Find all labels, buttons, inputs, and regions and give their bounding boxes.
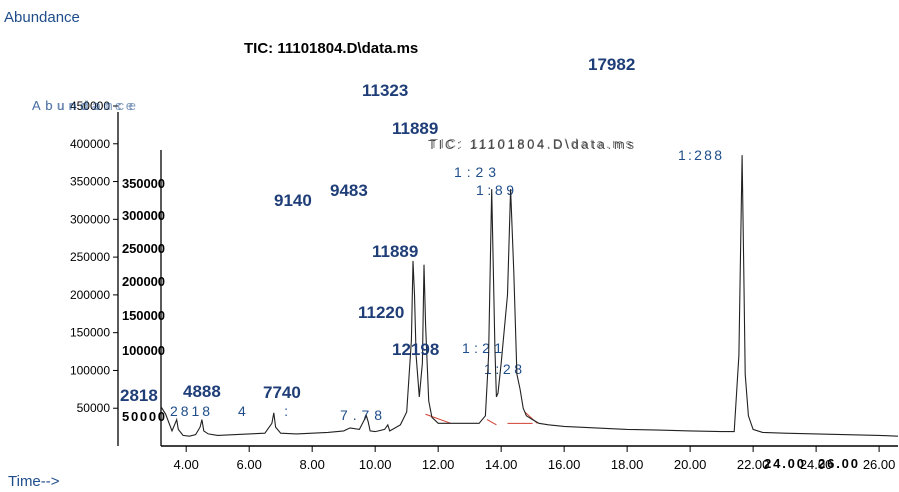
tick-group: 4.00 6.00 8.00 10.00 12.00 14.00 16.00 18.00 20.… <box>70 99 895 472</box>
peak-retention-label: 11889 <box>392 119 438 138</box>
overlaid-peak-ghost: 1:21 <box>462 340 502 356</box>
overlaid-tick-ghost: 200000 <box>122 274 165 289</box>
y-tick-label: 450000 <box>70 99 110 113</box>
overlaid-peak-ghost: 1:288 <box>678 147 722 163</box>
x-tick-label: 26.00 <box>863 457 896 472</box>
overlaid-title-ghost: TIC: 11101804.D\data.ms <box>428 137 635 152</box>
overlaid-peak-ghost: 7.78 <box>340 407 382 423</box>
x-tick-label: 22.00 <box>737 457 770 472</box>
x-tick-label: 14.00 <box>485 457 518 472</box>
y-tick-label: 50000 <box>77 401 111 415</box>
peak-retention-label: 4888 <box>183 382 221 401</box>
overlaid-title-ghost: TIC: 11101804.D\data.ms <box>430 136 633 151</box>
x-tick-label: 12.00 <box>422 457 455 472</box>
overlaid-tick-ghost: 350000 <box>122 176 165 191</box>
y-tick-label: 250000 <box>70 250 110 264</box>
overlaid-axis-title-ghost: Abundance <box>32 98 136 113</box>
x-tick-label: 24.00 <box>800 457 833 472</box>
x-tick-label: 6.00 <box>237 457 262 472</box>
integration-baseline <box>425 413 451 424</box>
y-tick-label: 200000 <box>70 288 110 302</box>
x-tick-label: 16.00 <box>548 457 581 472</box>
y-tick-label: 100000 <box>70 363 110 377</box>
peak-retention-label: 11323 <box>362 81 408 100</box>
overlaid-peak-ghost: 2818 <box>170 403 210 419</box>
integration-baseline <box>486 419 497 426</box>
x-tick-label: 8.00 <box>300 457 325 472</box>
peak-retention-label: 11889 <box>372 242 418 261</box>
overlaid-axis-title-ghost: Abundance <box>32 98 133 113</box>
x-axis-label: Time--> <box>8 473 60 490</box>
peak-retention-label: 2818 <box>120 386 158 405</box>
x-tick-label: 20.00 <box>674 457 707 472</box>
peak-retention-label: 11220 <box>358 303 404 322</box>
x-tick-label: 4.00 <box>174 457 199 472</box>
overlaid-tick-ghost: 300000 <box>122 208 165 223</box>
y-tick-label: 150000 <box>70 326 110 340</box>
integration-baseline-group <box>425 411 538 426</box>
overlaid-tick-ghost: 250000 <box>122 241 165 256</box>
peak-retention-label: 17982 <box>588 55 635 74</box>
y-tick-label: 350000 <box>70 175 110 189</box>
overlaid-peak-ghost: 1:89 <box>476 182 514 198</box>
overlaid-tick-ghost: 50000 <box>122 409 165 424</box>
peak-label-group: 2818 4888 7740 9140 9483 11220 11889 11323 11889… <box>120 55 635 405</box>
y-axis-label: Abundance <box>4 9 80 26</box>
tic-trace-line <box>160 155 899 437</box>
overlaid-tick-ghost: 24.00 <box>764 456 804 471</box>
peak-retention-label: 9140 <box>274 191 312 210</box>
y-tick-label: 300000 <box>70 212 110 226</box>
x-tick-label: 10.00 <box>359 457 392 472</box>
x-tick-label: 18.00 <box>611 457 644 472</box>
overlaid-tick-ghost: 26.00 <box>818 456 858 471</box>
overlaid-tick-ghost: 100000 <box>122 343 165 358</box>
y-tick-label: 400000 <box>70 137 110 151</box>
overlaid-peak-ghost: 4: <box>238 403 288 419</box>
chart-title: TIC: 11101804.D\data.ms <box>244 40 418 57</box>
peak-retention-label: 12198 <box>392 340 439 359</box>
overlaid-peak-ghost: 1:23 <box>454 164 496 180</box>
peak-retention-label: 9483 <box>330 181 368 200</box>
peak-retention-label: 7740 <box>263 383 301 402</box>
overlaid-tick-ghost: 150000 <box>122 308 165 323</box>
